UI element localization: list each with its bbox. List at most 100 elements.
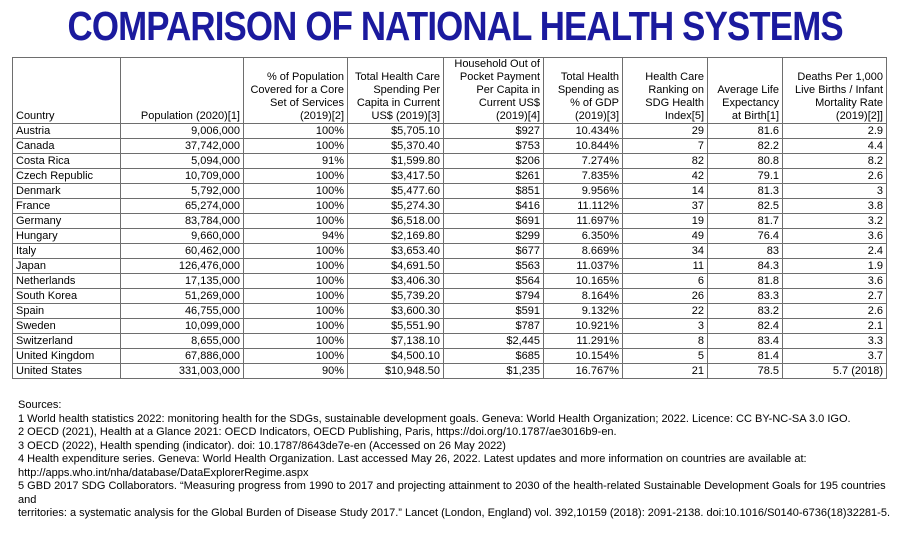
column-header-5: Total Health Spending as % of GDP (2019)… xyxy=(543,57,623,124)
table-header-row: Country Population (2020)[1]% of Populati… xyxy=(12,57,887,124)
value-cell: 11 xyxy=(622,258,708,274)
value-cell: $3,653.40 xyxy=(347,243,444,259)
sources-lines: 1 World health statistics 2022: monitori… xyxy=(18,413,892,521)
value-cell: 81.3 xyxy=(707,183,783,199)
table-body: Austria 9,006,000 100% $5,705.10 $927 10.434%… xyxy=(12,123,887,379)
value-cell: 10.844% xyxy=(543,138,623,154)
table-row: Sweden 10,099,000 100% $5,551.90 $787 10.921%… xyxy=(12,318,887,334)
value-cell: $5,739.20 xyxy=(347,288,444,304)
value-cell: 16.767% xyxy=(543,363,623,379)
value-cell: 82.5 xyxy=(707,198,783,214)
value-cell: 6.350% xyxy=(543,228,623,244)
value-cell: 78.5 xyxy=(707,363,783,379)
value-cell: 9.956% xyxy=(543,183,623,199)
country-cell: Sweden xyxy=(12,318,121,334)
value-cell: 34 xyxy=(622,243,708,259)
value-cell: 80.8 xyxy=(707,153,783,169)
value-cell: 100% xyxy=(243,273,348,289)
value-cell: 11.697% xyxy=(543,213,623,229)
value-cell: $1,599.80 xyxy=(347,153,444,169)
table-row: Netherlands 17,135,000 100% $3,406.30 $564 10… xyxy=(12,273,887,289)
value-cell: 100% xyxy=(243,198,348,214)
column-header-7: Average Life Expectancy at Birth[1] xyxy=(707,57,783,124)
value-cell: $591 xyxy=(443,303,544,319)
value-cell: 10,099,000 xyxy=(120,318,244,334)
country-cell: Japan xyxy=(12,258,121,274)
value-cell: $3,600.30 xyxy=(347,303,444,319)
value-cell: 37 xyxy=(622,198,708,214)
column-header-2: % of Population Covered for a Core Set o… xyxy=(243,57,348,124)
value-cell: $691 xyxy=(443,213,544,229)
value-cell: 46,755,000 xyxy=(120,303,244,319)
value-cell: 11.037% xyxy=(543,258,623,274)
value-cell: 3.6 xyxy=(782,228,887,244)
value-cell: 81.4 xyxy=(707,348,783,364)
value-cell: 17,135,000 xyxy=(120,273,244,289)
value-cell: 100% xyxy=(243,213,348,229)
value-cell: 60,462,000 xyxy=(120,243,244,259)
value-cell: $563 xyxy=(443,258,544,274)
value-cell: $1,235 xyxy=(443,363,544,379)
value-cell: $416 xyxy=(443,198,544,214)
value-cell: $261 xyxy=(443,168,544,184)
column-header-country: Country xyxy=(12,57,121,124)
value-cell: 100% xyxy=(243,138,348,154)
value-cell: $4,500.10 xyxy=(347,348,444,364)
value-cell: 10.434% xyxy=(543,123,623,139)
value-cell: $5,370.40 xyxy=(347,138,444,154)
value-cell: 100% xyxy=(243,288,348,304)
value-cell: 81.7 xyxy=(707,213,783,229)
table-row: Costa Rica 5,094,000 91% $1,599.80 $206 7.274… xyxy=(12,153,887,169)
value-cell: 2.4 xyxy=(782,243,887,259)
table-row: Czech Republic 10,709,000 100% $3,417.50 $26… xyxy=(12,168,887,184)
value-cell: 82 xyxy=(622,153,708,169)
country-cell: Hungary xyxy=(12,228,121,244)
value-cell: 67,886,000 xyxy=(120,348,244,364)
table-row: South Korea 51,269,000 100% $5,739.20 $794 8.… xyxy=(12,288,887,304)
value-cell: 8,655,000 xyxy=(120,333,244,349)
country-cell: United Kingdom xyxy=(12,348,121,364)
table-row: United Kingdom 67,886,000 100% $4,500.10 $68… xyxy=(12,348,887,364)
value-cell: 94% xyxy=(243,228,348,244)
sources-section: Sources: 1 World health statistics 2022:… xyxy=(18,399,892,521)
value-cell: $10,948.50 xyxy=(347,363,444,379)
value-cell: 90% xyxy=(243,363,348,379)
value-cell: 2.9 xyxy=(782,123,887,139)
country-cell: Italy xyxy=(12,243,121,259)
value-cell: 100% xyxy=(243,243,348,259)
column-header-4: Household Out of Pocket Payment Per Capi… xyxy=(443,57,544,124)
value-cell: 19 xyxy=(622,213,708,229)
column-header-3: Total Health Care Spending Per Capita in… xyxy=(347,57,444,124)
value-cell: $5,477.60 xyxy=(347,183,444,199)
value-cell: 6 xyxy=(622,273,708,289)
country-cell: Austria xyxy=(12,123,121,139)
value-cell: $7,138.10 xyxy=(347,333,444,349)
value-cell: 83.3 xyxy=(707,288,783,304)
value-cell: 2.6 xyxy=(782,303,887,319)
value-cell: $787 xyxy=(443,318,544,334)
value-cell: 3.3 xyxy=(782,333,887,349)
value-cell: 100% xyxy=(243,333,348,349)
column-header-6: Health Care Ranking on SDG Health Index[… xyxy=(622,57,708,124)
country-cell: Denmark xyxy=(12,183,121,199)
value-cell: 2.6 xyxy=(782,168,887,184)
source-line: 5 GBD 2017 SDG Collaborators. “Measuring… xyxy=(18,480,886,506)
value-cell: 11.112% xyxy=(543,198,623,214)
country-cell: Switzerland xyxy=(12,333,121,349)
value-cell: 8.164% xyxy=(543,288,623,304)
value-cell: 91% xyxy=(243,153,348,169)
sources-heading: Sources: xyxy=(18,399,62,411)
source-line: 1 World health statistics 2022: monitori… xyxy=(18,412,851,425)
country-cell: Czech Republic xyxy=(12,168,121,184)
value-cell: 29 xyxy=(622,123,708,139)
value-cell: $685 xyxy=(443,348,544,364)
table-row: France 65,274,000 100% $5,274.30 $416 11.112%… xyxy=(12,198,887,214)
value-cell: 8.669% xyxy=(543,243,623,259)
value-cell: 42 xyxy=(622,168,708,184)
value-cell: 83.4 xyxy=(707,333,783,349)
table-row: Spain 46,755,000 100% $3,600.30 $591 9.132% 22… xyxy=(12,303,887,319)
value-cell: 22 xyxy=(622,303,708,319)
source-line: 4 Health expenditure series. Geneva: Wor… xyxy=(18,453,807,465)
value-cell: 65,274,000 xyxy=(120,198,244,214)
country-cell: Netherlands xyxy=(12,273,121,289)
